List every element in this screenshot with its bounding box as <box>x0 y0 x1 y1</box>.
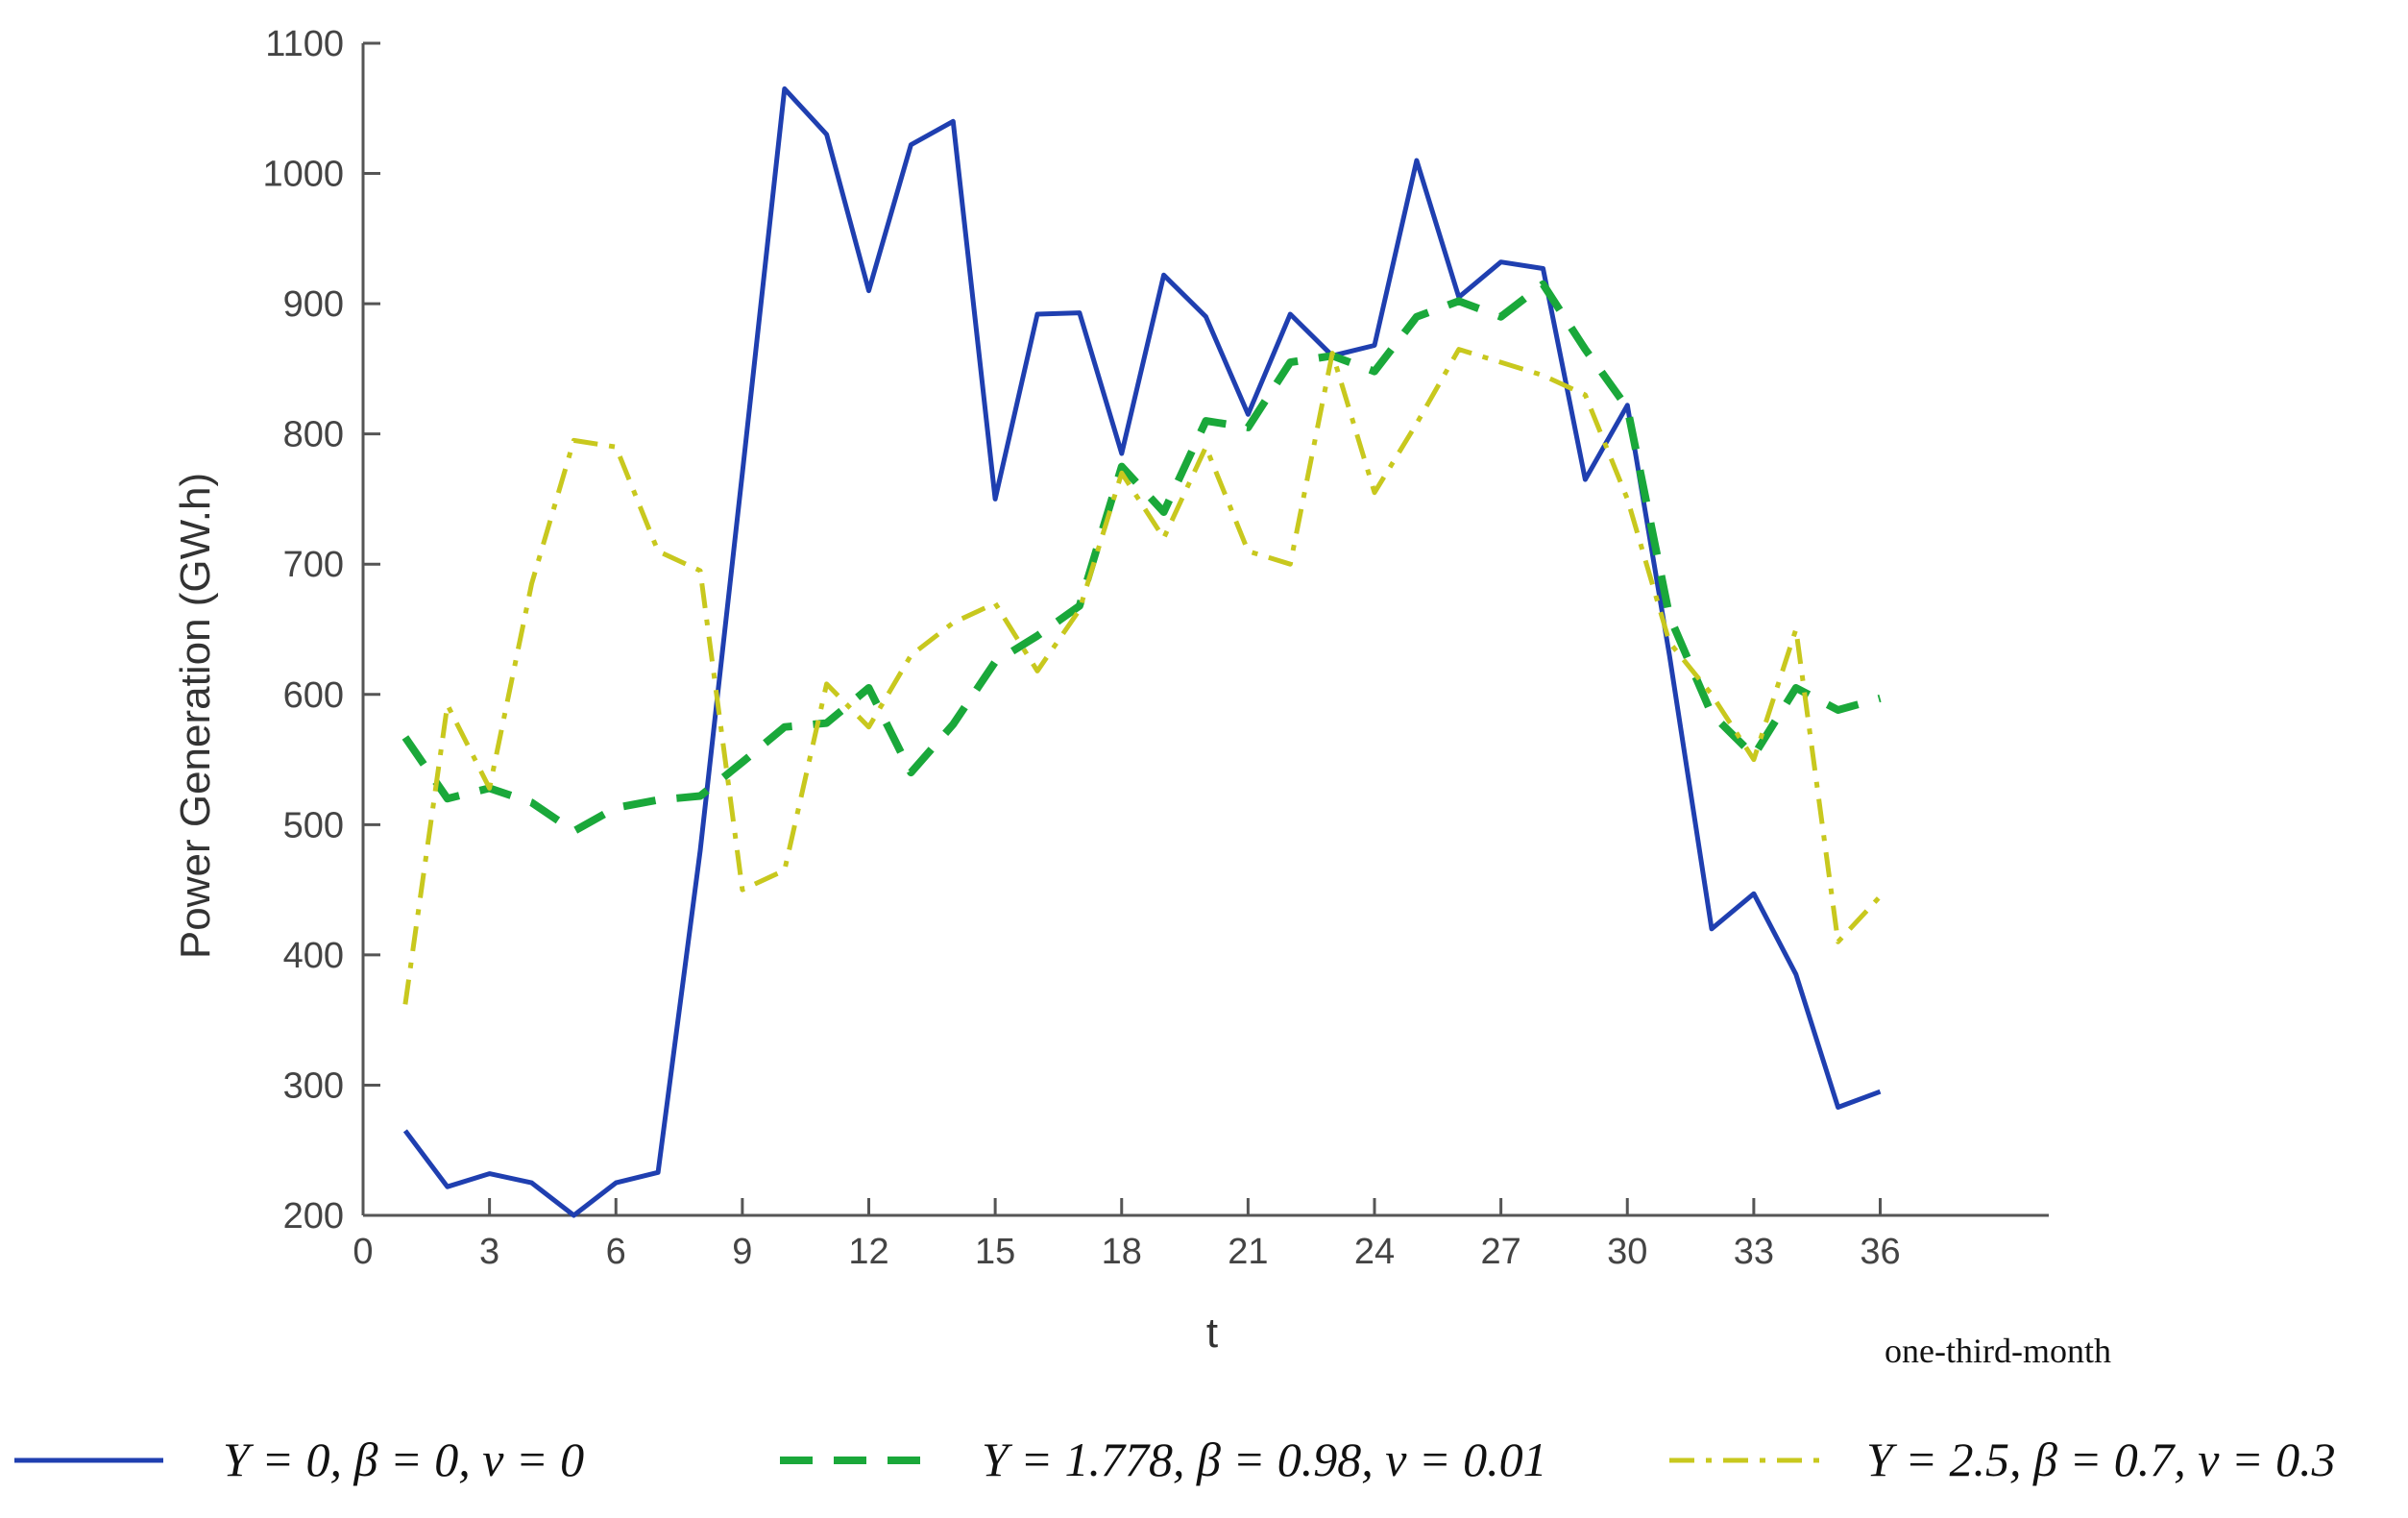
x-tick-label: 9 <box>732 1232 752 1272</box>
chart-legend: Y = 0, β = 0, ν = 0 Y = 1.778, β = 0.98,… <box>14 1432 2336 1486</box>
chart-axes <box>361 43 2049 1217</box>
y-tick-label: 400 <box>283 936 344 976</box>
chart-series <box>401 86 1883 1218</box>
x-tick-label: 3 <box>479 1232 499 1272</box>
series-line-3 <box>402 347 1883 1005</box>
x-tick-label: 24 <box>1354 1232 1395 1272</box>
y-tick-label: 300 <box>283 1065 344 1106</box>
x-tick-label: 33 <box>1734 1232 1774 1272</box>
y-tick-label: 1000 <box>262 155 344 195</box>
x-tick-label: 15 <box>975 1232 1015 1272</box>
x-tick-label: 6 <box>606 1232 626 1272</box>
y-axis-title: Power Generation (GW.h) <box>172 473 219 959</box>
y-tick-label: 1100 <box>265 24 344 64</box>
x-axis-ticks: 0 3 6 9 12 15 18 21 24 27 30 33 36 <box>353 1198 1901 1272</box>
series-line-2 <box>401 280 1882 836</box>
x-tick-label: 18 <box>1102 1232 1142 1272</box>
x-tick-label: 12 <box>848 1232 888 1272</box>
x-tick-label: 0 <box>353 1232 373 1272</box>
y-tick-label: 600 <box>283 675 344 716</box>
legend-label-series-3: Y = 2.5, β = 0.7, ν = 0.3 <box>1866 1432 2336 1486</box>
legend-label-series-1: Y = 0, β = 0, ν = 0 <box>223 1432 584 1486</box>
x-tick-label: 21 <box>1228 1232 1268 1272</box>
series-line-1 <box>402 86 1882 1218</box>
y-axis-ticks: 200 300 400 500 600 700 800 900 1000 1100 <box>262 24 380 1236</box>
y-tick-label: 800 <box>283 415 344 455</box>
x-tick-label: 36 <box>1860 1232 1900 1272</box>
y-tick-label: 700 <box>283 545 344 585</box>
y-tick-label: 200 <box>283 1196 344 1236</box>
y-tick-label: 500 <box>283 805 344 845</box>
legend-label-series-2: Y = 1.778, β = 0.98, ν = 0.01 <box>982 1432 1547 1486</box>
y-tick-label: 900 <box>283 284 344 325</box>
x-axis-title: t <box>1206 1310 1218 1357</box>
x-axis-unit-label: one-third-month <box>1885 1332 2111 1370</box>
x-tick-label: 30 <box>1607 1232 1647 1272</box>
x-tick-label: 27 <box>1480 1232 1520 1272</box>
